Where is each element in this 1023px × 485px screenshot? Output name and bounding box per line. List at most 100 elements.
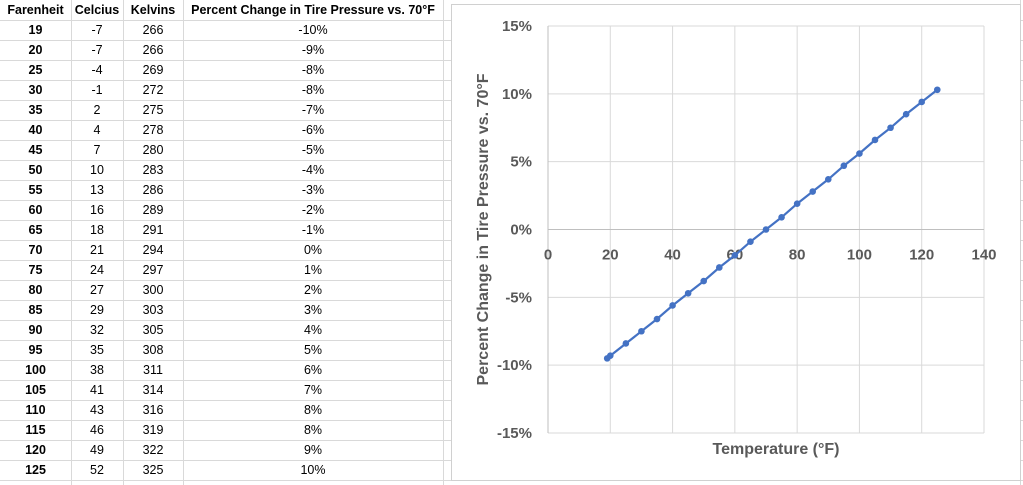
cell-kelvins[interactable]: 308: [142, 343, 164, 357]
cell-fahrenheit[interactable]: 95: [28, 343, 43, 357]
cell-celsius[interactable]: 49: [90, 443, 104, 457]
cell-percent-change[interactable]: 5%: [303, 343, 323, 357]
cell-percent-change[interactable]: 8%: [303, 423, 323, 437]
cell-fahrenheit[interactable]: 105: [25, 383, 46, 397]
cell-kelvins[interactable]: 278: [142, 123, 164, 137]
cell-kelvins[interactable]: 319: [142, 423, 164, 437]
cell-percent-change[interactable]: -7%: [301, 103, 325, 117]
cell-kelvins[interactable]: 291: [142, 223, 164, 237]
cell-kelvins[interactable]: 275: [142, 103, 164, 117]
cell-percent-change[interactable]: 6%: [303, 363, 323, 377]
cell-kelvins[interactable]: 297: [142, 263, 164, 277]
cell-percent-change[interactable]: 7%: [303, 383, 323, 397]
cell-celsius[interactable]: 43: [90, 403, 104, 417]
cell-fahrenheit[interactable]: 40: [28, 123, 43, 137]
cell-fahrenheit[interactable]: 125: [25, 463, 46, 477]
cell-fahrenheit[interactable]: 55: [28, 183, 43, 197]
cell-celsius[interactable]: 32: [90, 323, 104, 337]
cell-percent-change[interactable]: 4%: [303, 323, 323, 337]
cell-percent-change[interactable]: -8%: [301, 63, 325, 77]
cell-kelvins[interactable]: 325: [142, 463, 164, 477]
cell-celsius[interactable]: 24: [90, 263, 104, 277]
cell-celsius[interactable]: 29: [90, 303, 104, 317]
cell-kelvins[interactable]: 266: [142, 43, 164, 57]
cell-fahrenheit[interactable]: 50: [28, 163, 43, 177]
cell-percent-change[interactable]: -6%: [301, 123, 325, 137]
cell-fahrenheit[interactable]: 45: [28, 143, 43, 157]
cell-celsius[interactable]: 38: [90, 363, 104, 377]
x-tick-label: 100: [847, 247, 872, 264]
cell-kelvins[interactable]: 286: [142, 183, 164, 197]
cell-percent-change[interactable]: 1%: [303, 263, 323, 277]
cell-percent-change[interactable]: 2%: [303, 283, 323, 297]
cell-fahrenheit[interactable]: 25: [28, 63, 43, 77]
cell-kelvins[interactable]: 283: [142, 163, 164, 177]
cell-kelvins[interactable]: 269: [142, 63, 164, 77]
cell-percent-change[interactable]: 9%: [303, 443, 323, 457]
cell-fahrenheit[interactable]: 70: [28, 243, 43, 257]
cell-celsius[interactable]: -7: [91, 43, 103, 57]
cell-fahrenheit[interactable]: 19: [28, 23, 43, 37]
cell-fahrenheit[interactable]: 85: [28, 303, 43, 317]
cell-celsius[interactable]: 16: [90, 203, 104, 217]
header-cell-kelvins[interactable]: Kelvins: [130, 3, 176, 17]
cell-kelvins[interactable]: 272: [142, 83, 164, 97]
cell-percent-change[interactable]: -2%: [301, 203, 325, 217]
cell-celsius[interactable]: 52: [90, 463, 104, 477]
cell-fahrenheit[interactable]: 65: [28, 223, 43, 237]
cell-kelvins[interactable]: 305: [142, 323, 164, 337]
cell-celsius[interactable]: 4: [93, 123, 101, 137]
cell-celsius[interactable]: 21: [90, 243, 104, 257]
cell-fahrenheit[interactable]: 35: [28, 103, 43, 117]
header-cell-percent-change[interactable]: Percent Change in Tire Pressure vs. 70°F: [191, 3, 435, 17]
cell-fahrenheit[interactable]: 80: [28, 283, 43, 297]
cell-fahrenheit[interactable]: 115: [25, 423, 46, 437]
cell-percent-change[interactable]: -4%: [301, 163, 325, 177]
cell-celsius[interactable]: 18: [90, 223, 104, 237]
chart-area[interactable]: 15%10%5%0%-5%-10%-15%020406080100120140T…: [451, 4, 1021, 481]
cell-kelvins[interactable]: 266: [142, 23, 164, 37]
cell-celsius[interactable]: -4: [91, 63, 103, 77]
cell-kelvins[interactable]: 314: [142, 383, 164, 397]
cell-celsius[interactable]: -7: [91, 23, 103, 37]
cell-kelvins[interactable]: 280: [142, 143, 164, 157]
data-point: [840, 162, 848, 170]
column-divider: [123, 0, 124, 485]
cell-percent-change[interactable]: -10%: [298, 23, 328, 37]
cell-fahrenheit[interactable]: 20: [28, 43, 43, 57]
header-cell-celsius[interactable]: Celcius: [74, 3, 120, 17]
cell-kelvins[interactable]: 294: [142, 243, 164, 257]
cell-fahrenheit[interactable]: 100: [25, 363, 46, 377]
cell-percent-change[interactable]: 8%: [303, 403, 323, 417]
cell-kelvins[interactable]: 303: [142, 303, 164, 317]
cell-kelvins[interactable]: 311: [143, 363, 163, 377]
cell-percent-change[interactable]: -3%: [301, 183, 325, 197]
cell-celsius[interactable]: 46: [90, 423, 104, 437]
cell-percent-change[interactable]: -8%: [301, 83, 325, 97]
cell-fahrenheit[interactable]: 120: [25, 443, 46, 457]
cell-percent-change[interactable]: 10%: [300, 463, 326, 477]
cell-celsius[interactable]: -1: [91, 83, 103, 97]
cell-kelvins[interactable]: 300: [142, 283, 164, 297]
cell-percent-change[interactable]: -5%: [301, 143, 325, 157]
cell-fahrenheit[interactable]: 110: [25, 403, 46, 417]
cell-celsius[interactable]: 35: [90, 343, 104, 357]
header-cell-fahrenheit[interactable]: Farenheit: [7, 3, 64, 17]
cell-fahrenheit[interactable]: 90: [28, 323, 43, 337]
cell-celsius[interactable]: 10: [90, 163, 104, 177]
cell-kelvins[interactable]: 322: [142, 443, 164, 457]
cell-percent-change[interactable]: -1%: [301, 223, 325, 237]
cell-celsius[interactable]: 2: [93, 103, 101, 117]
cell-percent-change[interactable]: 3%: [303, 303, 323, 317]
cell-percent-change[interactable]: 0%: [303, 243, 323, 257]
cell-celsius[interactable]: 41: [90, 383, 104, 397]
cell-celsius[interactable]: 13: [90, 183, 104, 197]
cell-celsius[interactable]: 27: [90, 283, 104, 297]
cell-fahrenheit[interactable]: 60: [28, 203, 43, 217]
cell-kelvins[interactable]: 289: [142, 203, 164, 217]
cell-celsius[interactable]: 7: [93, 143, 101, 157]
cell-kelvins[interactable]: 316: [142, 403, 164, 417]
cell-fahrenheit[interactable]: 75: [28, 263, 43, 277]
cell-fahrenheit[interactable]: 30: [28, 83, 43, 97]
cell-percent-change[interactable]: -9%: [301, 43, 325, 57]
